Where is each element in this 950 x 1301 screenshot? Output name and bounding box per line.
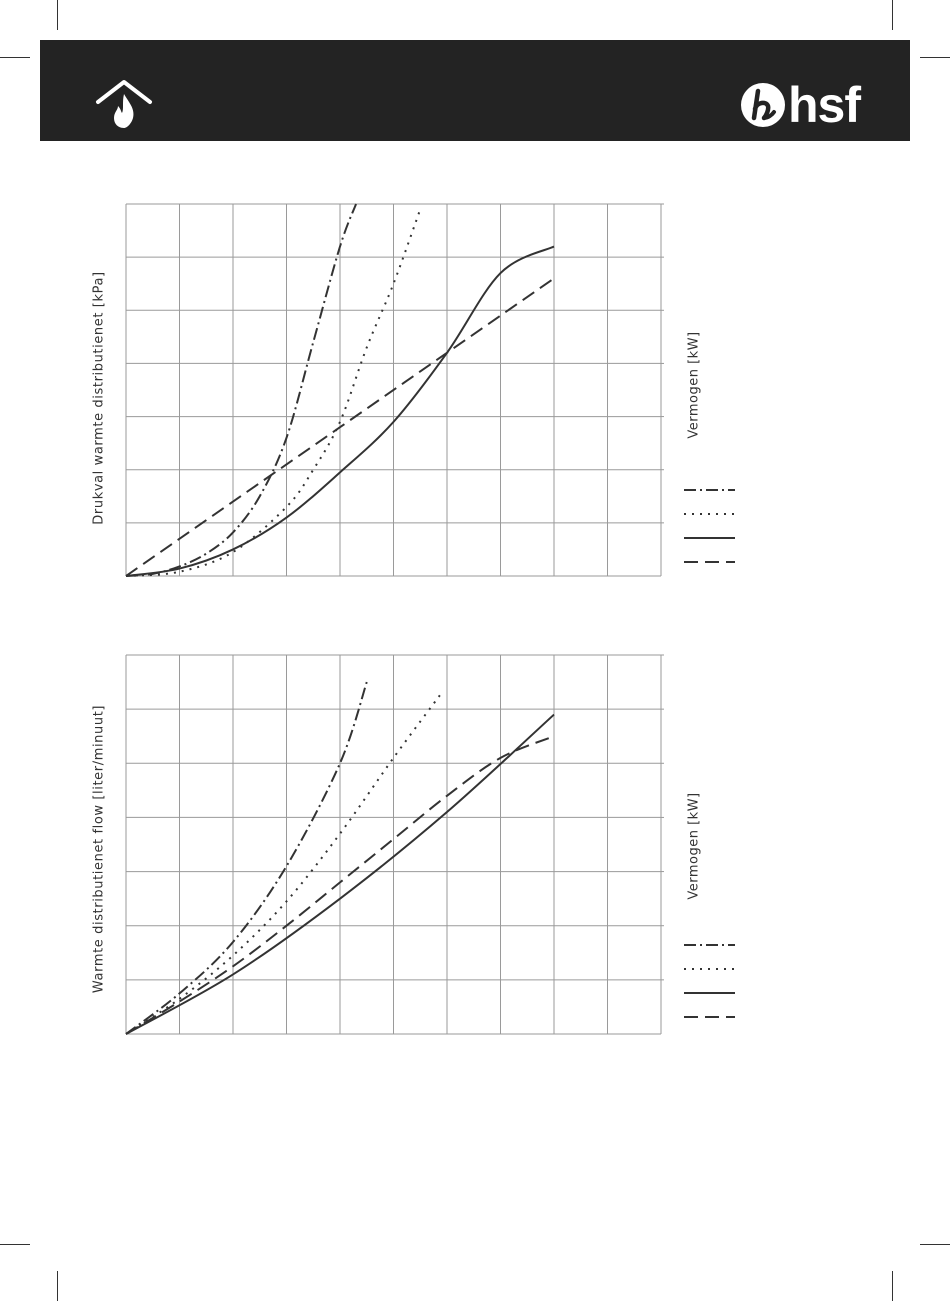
crop-mark: [892, 0, 893, 30]
flow-plot: [125, 654, 735, 1035]
crop-mark: [920, 1244, 950, 1245]
series-line-dashed: [125, 277, 555, 577]
series-line-dotted: [125, 692, 443, 1035]
crop-mark: [57, 0, 58, 30]
crop-mark: [892, 1271, 893, 1301]
header-bar: hsf: [40, 40, 910, 141]
crop-mark: [0, 57, 30, 58]
crop-mark: [0, 1244, 30, 1245]
legend-title: Vermogen [kW]: [686, 792, 702, 900]
brand-logo: hsf: [740, 77, 861, 133]
pressure-drop-plot: [125, 203, 735, 577]
brand-text: hsf: [788, 77, 861, 133]
series-line-dashdot: [125, 203, 357, 577]
series-line-dashdot: [125, 681, 368, 1035]
hsf-logo-icon: [741, 83, 785, 127]
series-line-solid: [125, 245, 555, 577]
series-line-solid: [125, 713, 555, 1035]
crop-mark: [57, 1271, 58, 1301]
series-line-dashed: [125, 735, 555, 1035]
crop-mark: [920, 57, 950, 58]
home-flame-icon: [96, 80, 152, 128]
